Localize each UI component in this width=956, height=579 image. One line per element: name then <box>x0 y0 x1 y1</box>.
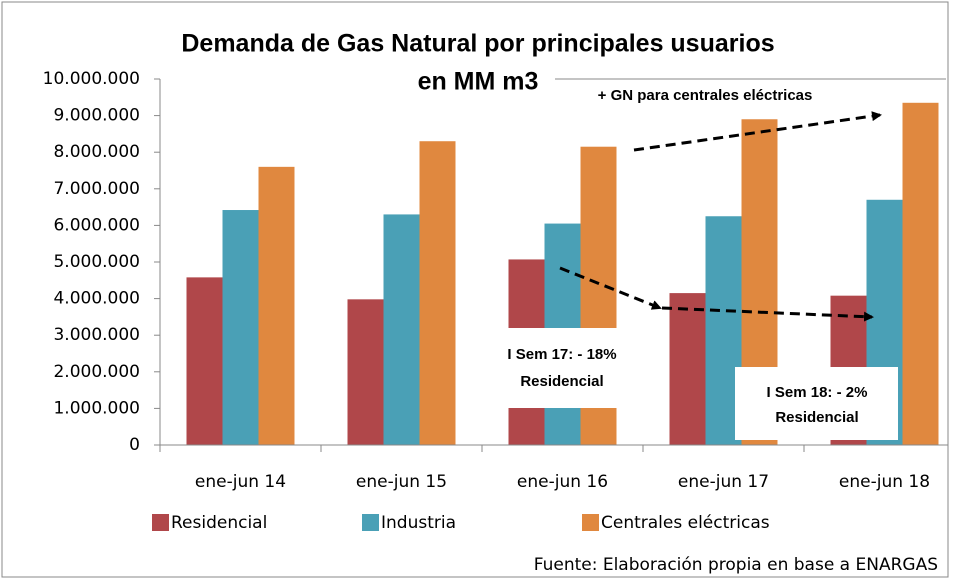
x-tick-label: ene-jun 15 <box>356 472 447 492</box>
x-tick-label: ene-jun 16 <box>517 472 608 492</box>
y-tick-label: 6.000.000 <box>53 215 140 235</box>
bar <box>383 214 420 445</box>
chart-title: en MM m3 <box>418 68 539 96</box>
legend-label: Industria <box>381 513 456 533</box>
annotation-box <box>735 367 898 440</box>
y-tick-label: 10.000.000 <box>43 69 140 89</box>
arrow <box>661 306 874 322</box>
plot: 0 1.000.000 2.000.000 3.000.000 4.000.000 5.0… <box>43 69 948 533</box>
y-tick-label: 8.000.000 <box>53 142 140 162</box>
bar <box>347 299 384 445</box>
y-tick-label: 7.000.000 <box>53 179 140 199</box>
source: Fuente: Elaboración propia en base a ENA… <box>534 555 938 575</box>
legend-swatch <box>152 514 169 531</box>
annotation: Residencial <box>520 373 603 390</box>
x-tick-label: ene-jun 14 <box>195 472 286 492</box>
legend-swatch <box>582 514 599 531</box>
bar <box>902 102 939 445</box>
y-tick-label: 4.000.000 <box>53 289 140 309</box>
bar <box>258 166 295 445</box>
annotation: + GN para centrales eléctricas <box>598 87 813 104</box>
bar <box>222 210 259 445</box>
y-tick-label: 3.000.000 <box>53 325 140 345</box>
y-tick-label: 9.000.000 <box>53 106 140 126</box>
annotation: Residencial <box>775 409 858 426</box>
bar <box>186 277 223 445</box>
chart-title: Demanda de Gas Natural por principales u… <box>181 30 774 58</box>
y-tick-label: 2.000.000 <box>53 362 140 382</box>
bar <box>419 141 456 445</box>
legend-label: Centrales eléctricas <box>601 513 770 533</box>
bar <box>669 293 706 445</box>
legend-label: Residencial <box>171 513 267 533</box>
y-tick-label: 1.000.000 <box>53 398 140 418</box>
arrow <box>559 266 662 310</box>
y-tick-label: 5.000.000 <box>53 252 140 272</box>
arrow <box>633 111 882 152</box>
y-tick-label: 0 <box>129 435 140 455</box>
x-tick-label: ene-jun 18 <box>839 472 930 492</box>
annotation: I Sem 18: - 2% <box>767 384 868 401</box>
title-bg <box>380 82 555 102</box>
annotation: I Sem 17: - 18% <box>507 346 616 363</box>
x-tick-label: ene-jun 17 <box>678 472 769 492</box>
overlay: Demanda de Gas Natural por principales u… <box>181 30 938 575</box>
annotation-box <box>484 328 640 408</box>
legend-swatch <box>362 514 379 531</box>
